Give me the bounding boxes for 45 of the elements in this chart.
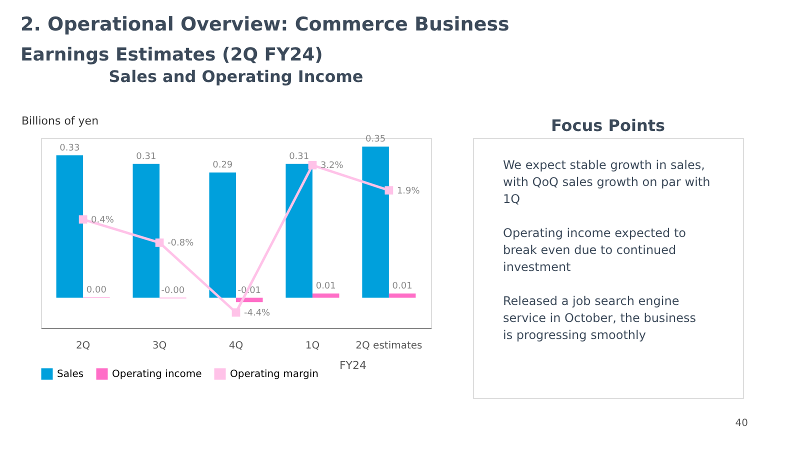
bar bbox=[56, 155, 84, 298]
point bbox=[308, 160, 317, 170]
y-axis-title: Billions of yen bbox=[22, 114, 99, 128]
text: 40 bbox=[735, 418, 748, 429]
x-tick-label: 2Q estimates bbox=[356, 340, 422, 352]
data-label: 1.9% bbox=[396, 186, 420, 196]
bar bbox=[388, 293, 416, 298]
data-label: 0.00 bbox=[86, 285, 107, 296]
text: Sales and Operating Income bbox=[108, 67, 364, 86]
bar bbox=[209, 172, 236, 298]
x-tick-label: 1Q bbox=[305, 340, 320, 352]
point bbox=[384, 186, 394, 195]
text: FY24 bbox=[339, 359, 367, 372]
x-tick-label: 3Q bbox=[152, 340, 167, 352]
data-label: -0.8% bbox=[168, 238, 194, 249]
legend-label: Operating margin bbox=[230, 369, 318, 380]
data-label: 0.01 bbox=[316, 281, 336, 292]
data-label: -0.01 bbox=[238, 286, 262, 296]
data-label: 0.4% bbox=[91, 215, 114, 226]
data-label: 0.33 bbox=[60, 143, 80, 154]
data-label: -4.4% bbox=[244, 308, 271, 318]
point bbox=[155, 238, 164, 247]
data-label: -0.00 bbox=[161, 286, 185, 296]
chart-title: 2. Operational Overview: Commerce Business bbox=[20, 14, 510, 36]
legend-label: Operating income bbox=[112, 369, 202, 380]
data-label: 0.35 bbox=[366, 134, 386, 145]
point bbox=[78, 215, 88, 224]
text: Released a job search engine service in October, the business is progressing smoothly bbox=[503, 294, 696, 342]
bar bbox=[312, 293, 340, 298]
text: We expect stable growth in sales, with QoQ sales growth on par with 1Q bbox=[503, 158, 710, 206]
legend-label: Sales bbox=[57, 369, 84, 380]
data-label: 0.31 bbox=[289, 152, 310, 162]
text: Operating income expected to break even due to continued investment bbox=[503, 226, 686, 274]
data-label: 0.29 bbox=[212, 160, 233, 171]
bar bbox=[286, 164, 312, 298]
text: Focus Points bbox=[550, 116, 666, 135]
bar bbox=[362, 146, 389, 298]
x-tick-label: 4Q bbox=[228, 340, 244, 352]
point bbox=[232, 308, 240, 317]
data-label: 0.01 bbox=[392, 281, 412, 292]
bar bbox=[132, 164, 160, 298]
chart-subtitle: Earnings Estimates (2Q FY24) bbox=[20, 44, 323, 66]
x-tick-label: 2Q bbox=[76, 340, 90, 352]
data-label: 0.31 bbox=[136, 152, 156, 162]
data-label: 3.2% bbox=[320, 161, 344, 172]
